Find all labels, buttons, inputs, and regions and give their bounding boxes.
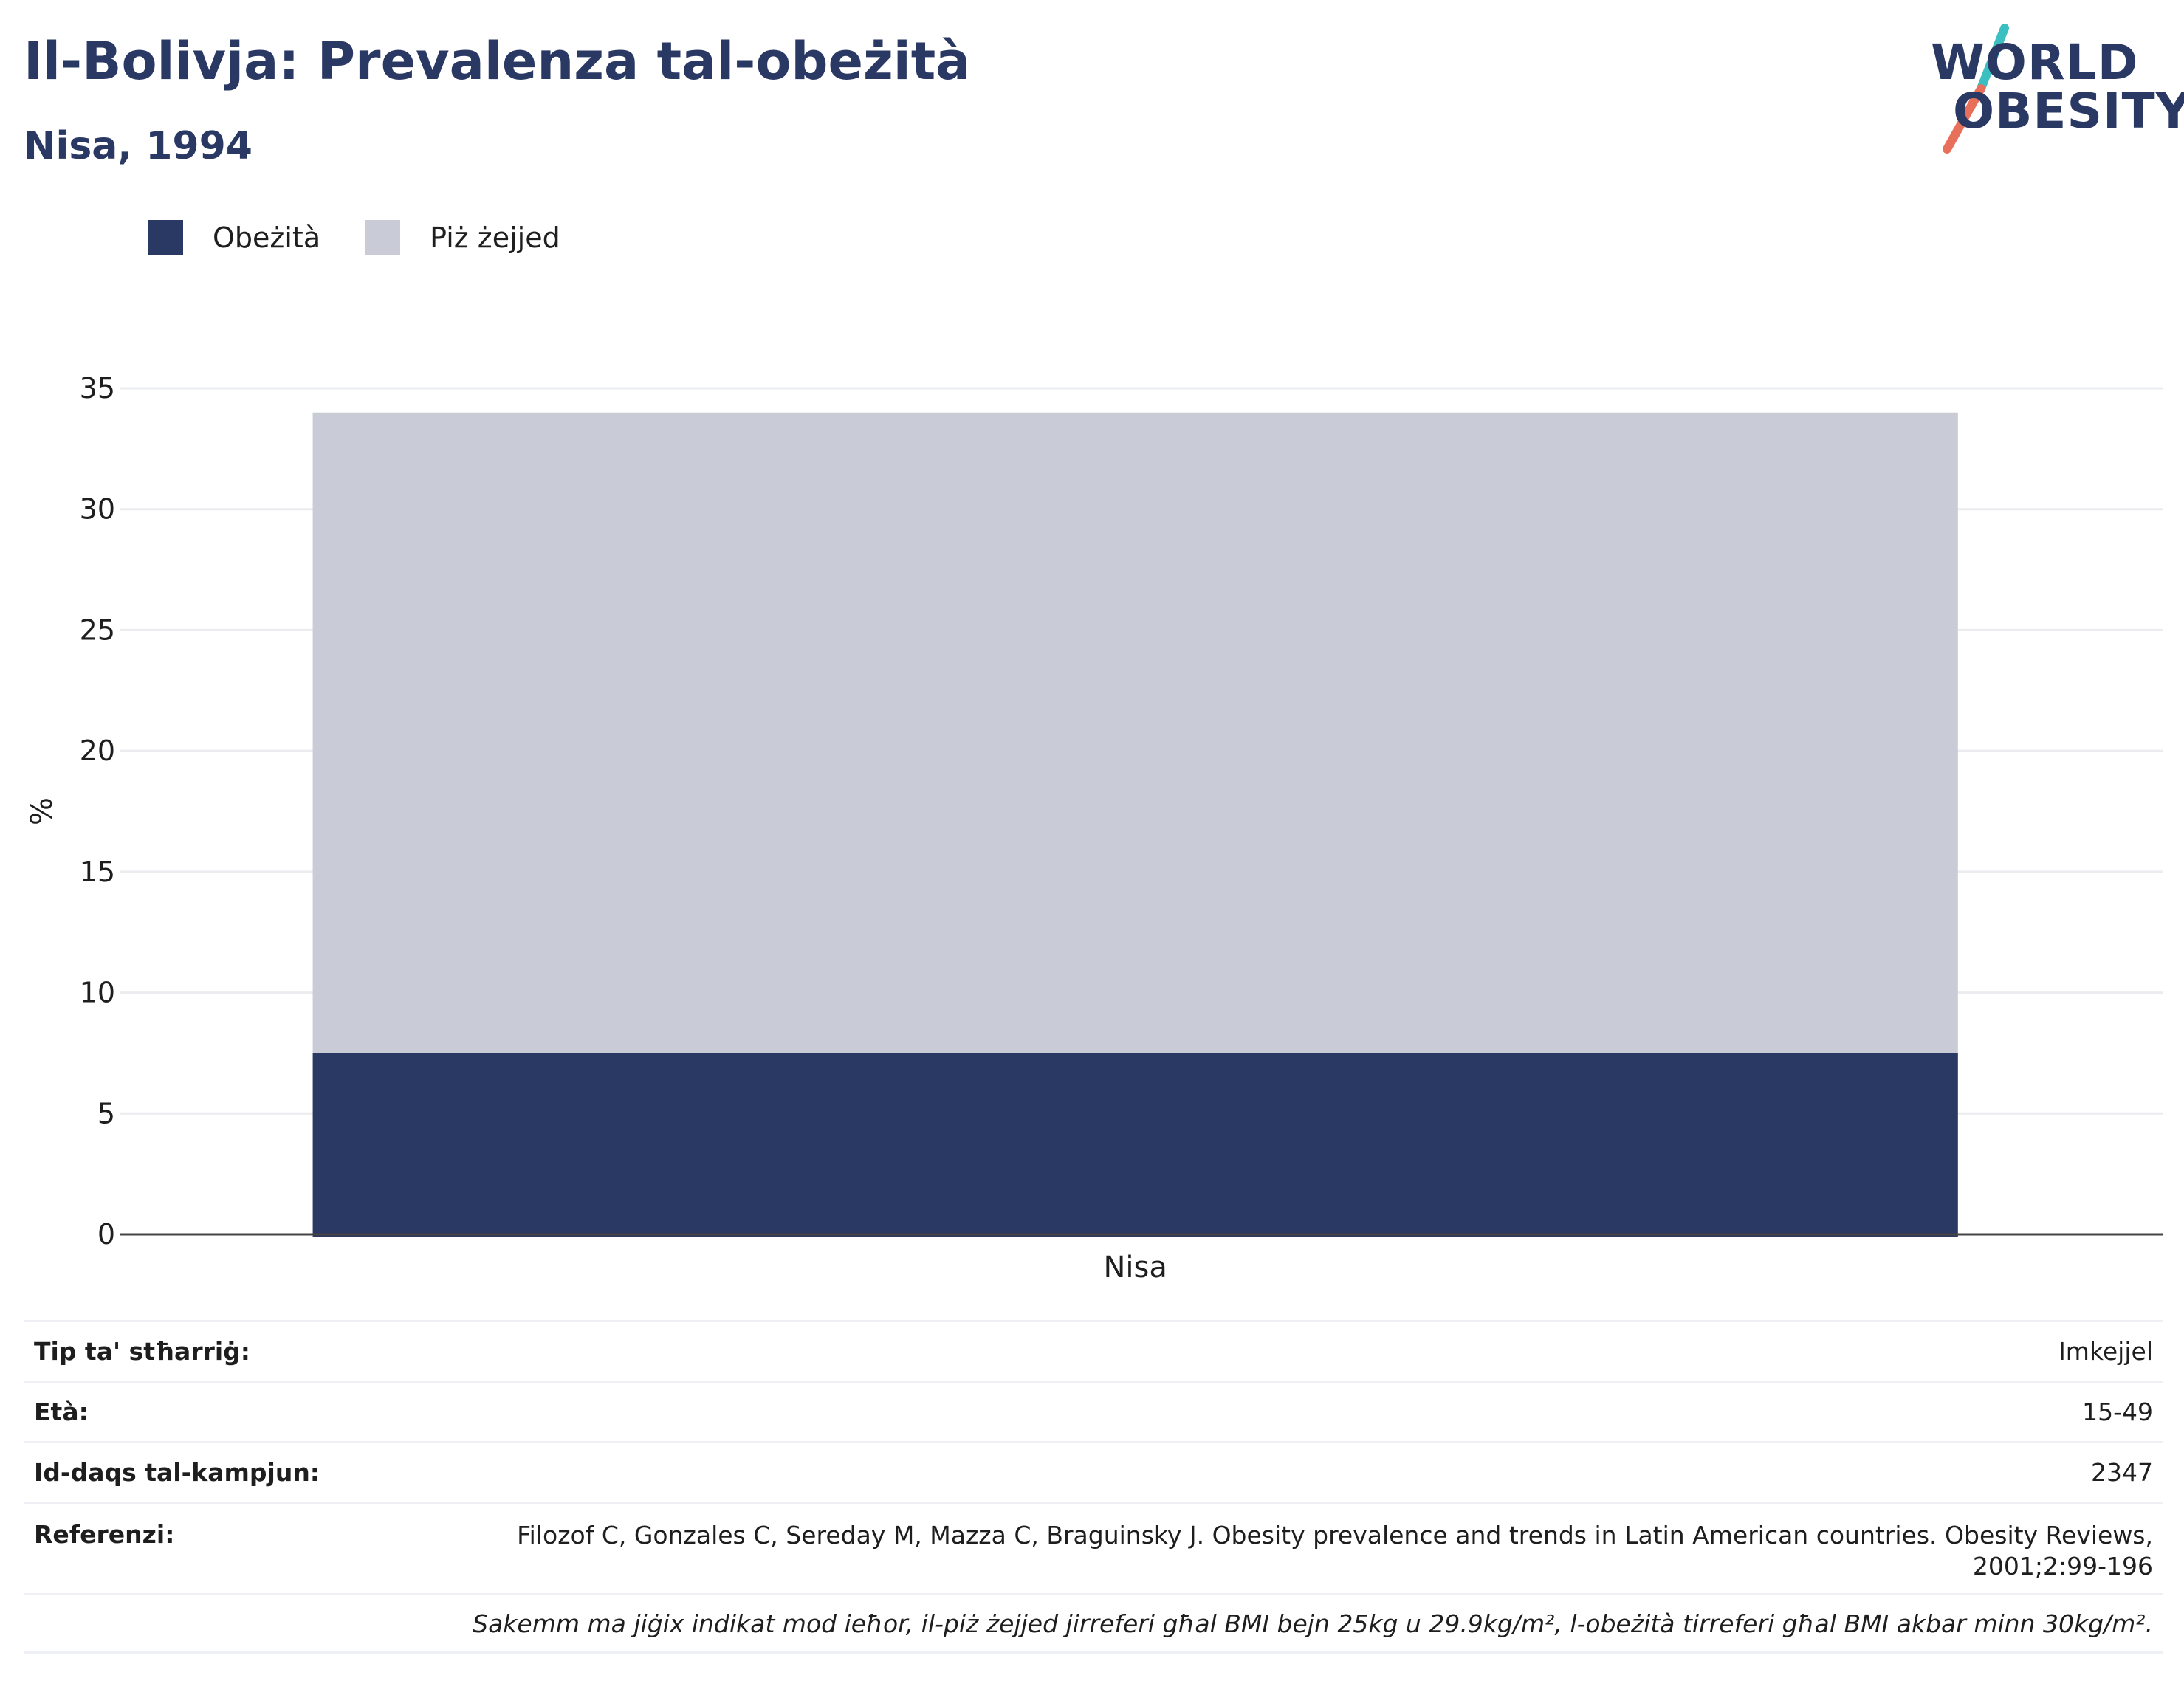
y-tick-label: 20 bbox=[80, 735, 115, 767]
y-tick-label: 25 bbox=[80, 613, 115, 646]
y-tick-label: 35 bbox=[80, 372, 115, 405]
legend-swatch-overweight bbox=[365, 220, 401, 255]
info-value-sample-size: 2347 bbox=[2091, 1458, 2153, 1487]
legend-label-obesity: Obeżità bbox=[213, 221, 321, 254]
chart-subtitle: Nisa, 1994 bbox=[24, 124, 253, 168]
info-key-sample-size: Id-daqs tal-kampjun: bbox=[34, 1458, 320, 1487]
y-tick-label: 0 bbox=[97, 1218, 115, 1251]
info-footnote: Sakemm ma jiġix indikat mod ieħor, il-pi… bbox=[473, 1609, 2153, 1638]
y-tick-label: 10 bbox=[80, 977, 115, 1009]
y-tick-label: 5 bbox=[97, 1097, 115, 1130]
info-value-survey-type: Imkejjel bbox=[2058, 1337, 2153, 1366]
chart-legend: Obeżità Piż żejjed bbox=[148, 220, 605, 255]
logo-word-world: WORLD bbox=[1931, 34, 2139, 91]
logo-slash-icon bbox=[1943, 24, 2009, 154]
bar-segment-obesity bbox=[312, 1053, 1958, 1237]
info-key-references: Referenzi: bbox=[34, 1520, 175, 1549]
info-row-footnote: Sakemm ma jiġix indikat mod ieħor, il-pi… bbox=[24, 1593, 2163, 1654]
legend-swatch-obesity bbox=[148, 220, 183, 255]
y-tick-label: 15 bbox=[80, 856, 115, 888]
chart-title: Il-Bolivja: Prevalenza tal-obeżità bbox=[24, 31, 971, 92]
legend-item-obesity: Obeżità bbox=[148, 220, 320, 255]
info-row-references: Referenzi: Filozof C, Gonzales C, Sereda… bbox=[24, 1502, 2163, 1593]
info-value-age: 15-49 bbox=[2082, 1397, 2153, 1426]
x-tick-label: Nisa bbox=[1104, 1251, 1167, 1285]
world-obesity-logo: WORLD OBESITY bbox=[1931, 22, 2184, 155]
legend-label-overweight: Piż żejjed bbox=[430, 221, 560, 254]
info-key-age: Età: bbox=[34, 1397, 89, 1426]
info-value-references: Filozof C, Gonzales C, Sereday M, Mazza … bbox=[517, 1521, 2153, 1581]
info-table: Tip ta' stħarriġ: Imkejjel Età: 15-49 Id… bbox=[24, 1320, 2163, 1654]
info-row-age: Età: 15-49 bbox=[24, 1381, 2163, 1441]
legend-item-overweight: Piż żejjed bbox=[365, 220, 560, 255]
info-row-sample-size: Id-daqs tal-kampjun: 2347 bbox=[24, 1441, 2163, 1502]
y-tick-label: 30 bbox=[80, 493, 115, 526]
info-key-survey-type: Tip ta' stħarriġ: bbox=[34, 1337, 251, 1366]
info-row-survey-type: Tip ta' stħarriġ: Imkejjel bbox=[24, 1320, 2163, 1381]
bar-segment-overweight bbox=[312, 412, 1958, 1053]
bar-chart: 0 5 10 15 20 25 30 35% Nisa bbox=[25, 372, 2163, 1285]
y-axis-label: % bbox=[25, 797, 59, 825]
logo-word-obesity: OBESITY bbox=[1953, 83, 2184, 140]
